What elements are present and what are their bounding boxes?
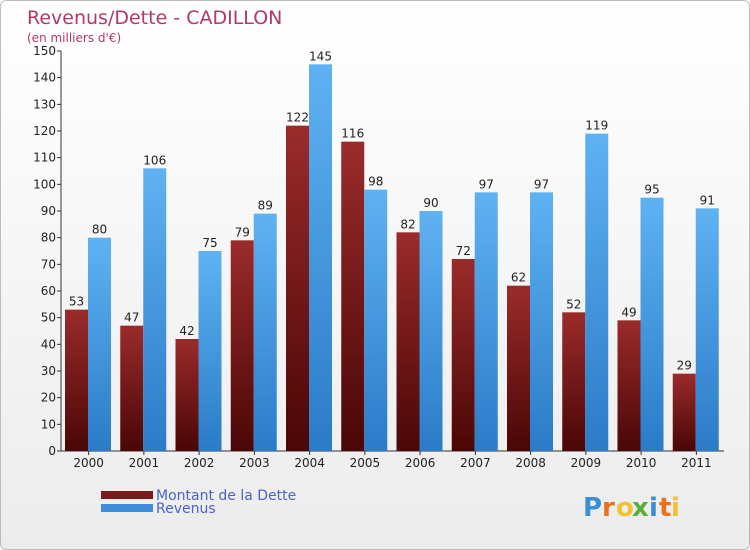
y-tick-label: 90 [41, 204, 56, 218]
x-tick-label: 2004 [294, 456, 325, 470]
dette-bar [65, 309, 88, 451]
y-tick-label: 30 [41, 364, 56, 378]
y-tick-label: 70 [41, 257, 56, 271]
revenus-bar [198, 251, 222, 451]
x-tick-label: 2005 [350, 456, 381, 470]
y-tick-label: 150 [33, 44, 56, 58]
revenus-value-label: 97 [534, 177, 549, 191]
dette-bar [617, 320, 641, 451]
dette-value-label: 29 [677, 359, 692, 373]
revenus-value-label: 91 [700, 193, 715, 207]
dette-bar [175, 339, 199, 451]
x-tick-label: 2008 [515, 456, 546, 470]
revenus-bar [640, 197, 664, 451]
dette-value-label: 53 [69, 295, 84, 309]
revenus-bar [474, 192, 498, 452]
y-tick-label: 80 [41, 231, 56, 245]
dette-bar [120, 325, 144, 451]
dette-bar [396, 232, 420, 451]
y-tick-label: 20 [41, 391, 56, 405]
logo-letter: o [616, 493, 634, 523]
x-tick-label: 2007 [460, 456, 491, 470]
revenus-bar [695, 208, 719, 451]
revenus-value-label: 95 [644, 183, 659, 197]
dette-value-label: 52 [566, 297, 581, 311]
dette-value-label: 49 [621, 305, 636, 319]
x-tick-label: 2011 [681, 456, 712, 470]
legend-swatch-revenus [101, 504, 153, 512]
revenus-bar [530, 192, 553, 452]
x-tick-label: 2002 [184, 456, 215, 470]
dette-bar [451, 259, 475, 451]
dette-value-label: 42 [179, 324, 194, 338]
y-tick-label: 120 [33, 124, 56, 138]
dette-value-label: 47 [124, 311, 139, 325]
x-tick-label: 2006 [405, 456, 436, 470]
y-tick-label: 100 [33, 177, 56, 191]
dette-value-label: 72 [456, 244, 471, 258]
logo-letter: r [602, 493, 615, 523]
y-tick-label: 40 [41, 337, 56, 351]
revenus-bar [143, 168, 167, 452]
revenus-bar [419, 211, 443, 451]
logo-letter: i [649, 493, 658, 523]
legend-label-revenus: Revenus [156, 501, 216, 517]
dette-bar [286, 125, 309, 452]
revenus-value-label: 98 [368, 175, 383, 189]
revenus-value-label: 89 [258, 199, 273, 213]
revenus-value-label: 106 [143, 153, 166, 167]
bars: 53 80 47 106 42 75 79 89 122 145 116 98 82 90 72 97 62 97… [65, 49, 719, 452]
x-tick-label: 2000 [73, 456, 104, 470]
chart-subtitle: (en milliers d'€) [27, 31, 121, 45]
dette-value-label: 79 [235, 225, 250, 239]
x-tick-label: 2003 [239, 456, 270, 470]
dette-bar [341, 141, 365, 451]
x-tick-label: 2001 [129, 456, 160, 470]
chart-title: Revenus/Dette - CADILLON [27, 7, 282, 29]
revenus-value-label: 90 [423, 196, 438, 210]
revenus-value-label: 80 [92, 223, 107, 237]
y-tick-label: 50 [41, 311, 56, 325]
revenus-bar [585, 133, 609, 451]
logo-letter: i [671, 493, 680, 523]
logo-letter: P [583, 493, 602, 523]
dette-bar [230, 240, 254, 451]
y-tick-label: 0 [48, 444, 56, 458]
logo-letter: x [632, 493, 649, 523]
revenus-bar [88, 237, 111, 451]
legend-label-dette: Montant de la Dette [156, 488, 296, 504]
dette-value-label: 82 [400, 217, 415, 231]
revenus-bar [253, 213, 277, 451]
y-tick-label: 130 [33, 97, 56, 111]
axes: 0 10 20 30 40 50 60 70 80 90 100 110 120 130 140 150 200… [33, 44, 724, 470]
x-tick-label: 2009 [571, 456, 602, 470]
revenus-value-label: 75 [202, 236, 217, 250]
dette-value-label: 122 [286, 111, 309, 125]
legend-swatch-dette [101, 491, 153, 499]
dette-bar [507, 285, 530, 451]
y-tick-label: 110 [33, 151, 56, 165]
revenus-bar [364, 189, 388, 451]
x-tick-label: 2010 [626, 456, 657, 470]
revenus-bar [309, 64, 332, 452]
revenus-value-label: 145 [309, 49, 332, 63]
dette-bar [562, 312, 586, 451]
y-tick-label: 140 [33, 71, 56, 85]
revenus-value-label: 119 [585, 119, 608, 133]
y-tick-label: 60 [41, 284, 56, 298]
dette-value-label: 62 [511, 271, 526, 285]
logo-letter: t [659, 493, 671, 523]
y-tick-label: 10 [41, 417, 56, 431]
dette-bar [672, 373, 696, 451]
dette-value-label: 116 [341, 127, 364, 141]
revenus-value-label: 97 [479, 177, 494, 191]
